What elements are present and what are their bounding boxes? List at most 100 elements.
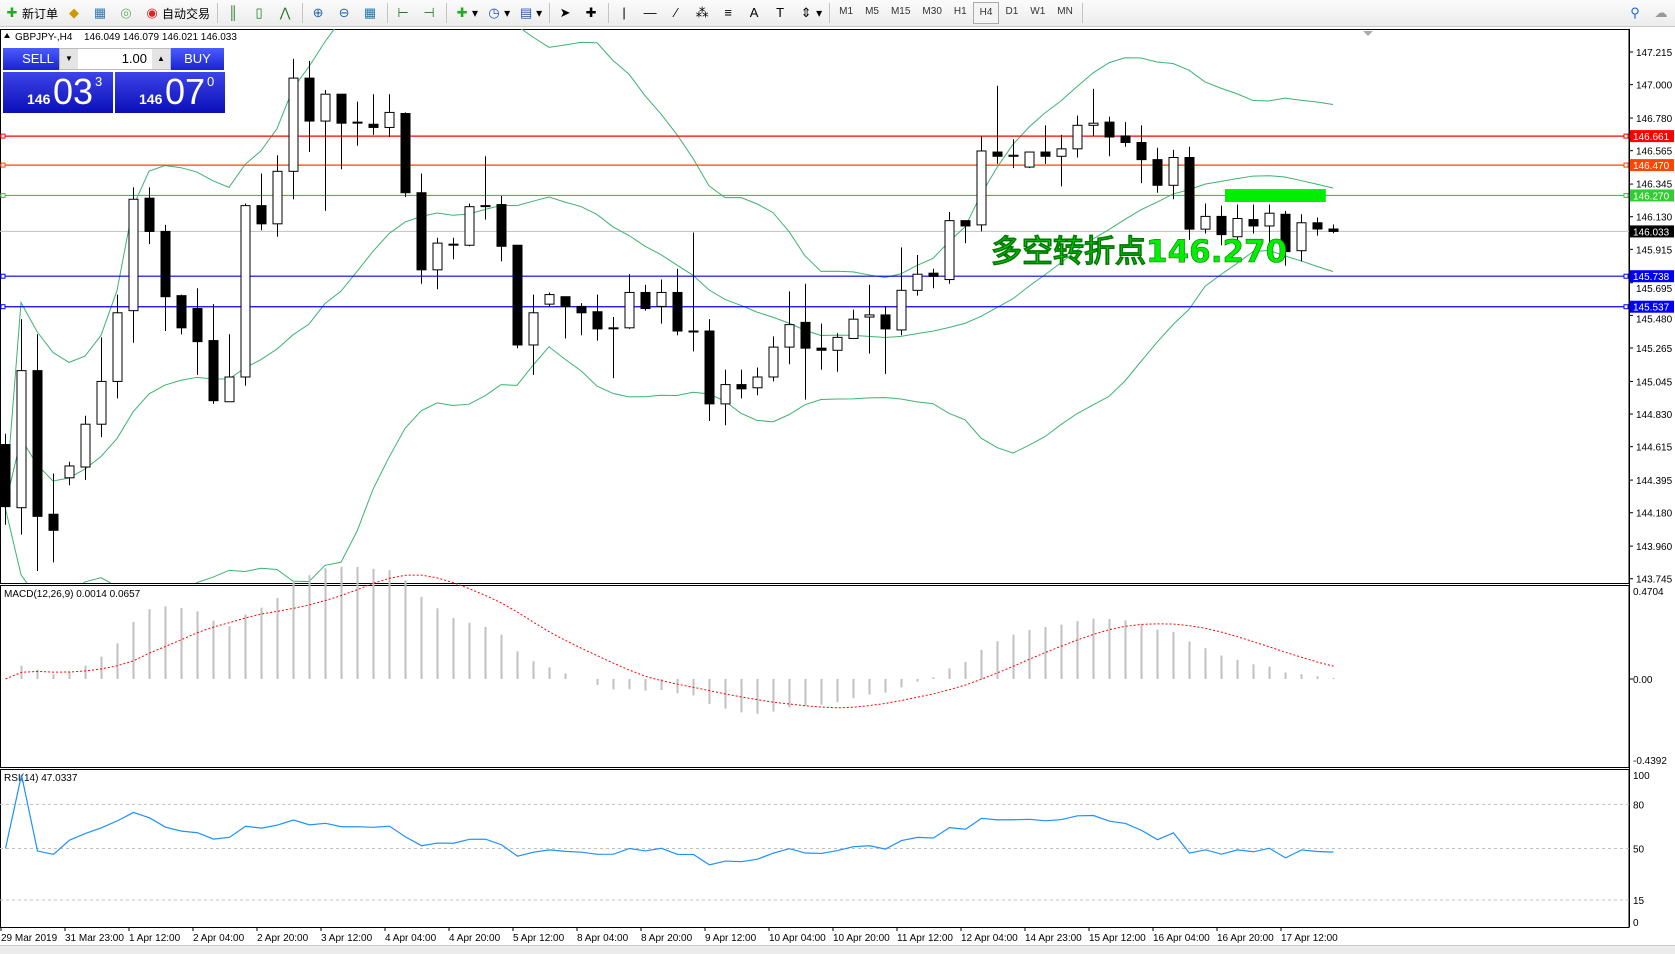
candle <box>304 60 315 153</box>
bar-chart-icon: ║ <box>228 5 238 20</box>
line-chart-button[interactable]: ⋀ <box>273 2 299 24</box>
candle <box>624 274 635 329</box>
navigator-button[interactable]: ▦ <box>88 2 114 24</box>
indicators-button[interactable]: ✚ ▾ <box>450 2 482 24</box>
candle <box>224 334 235 403</box>
candle <box>736 369 747 399</box>
candle <box>480 156 491 220</box>
templates-button[interactable]: ▤ ▾ <box>519 5 543 20</box>
time-label: 3 Apr 12:00 <box>321 933 373 944</box>
sell-button[interactable]: SELL <box>3 48 73 70</box>
cursor-button[interactable]: ➤ <box>553 2 579 24</box>
price-label-badge <box>1630 300 1674 313</box>
candle <box>1088 88 1099 136</box>
zoom-in-button[interactable]: ⊕ <box>306 2 332 24</box>
trendline-button[interactable]: ∕ <box>664 2 690 24</box>
bollinger-middle-line <box>4 175 1334 507</box>
bullish-candle-body <box>464 206 475 246</box>
timeframe-m30[interactable]: M30 <box>922 6 942 17</box>
indicators-icon: ✚ <box>456 5 468 20</box>
bullish-candle-body <box>768 346 779 378</box>
text-button[interactable]: A <box>742 2 768 24</box>
candle <box>288 58 299 200</box>
bearish-candle-body <box>560 296 571 307</box>
tile-windows-button[interactable]: ▦ <box>358 2 384 24</box>
price-label-text: 145.537 <box>1633 303 1670 314</box>
buy-price-button[interactable]: 146 07 0 <box>115 72 225 113</box>
equidistant-channel-button[interactable]: ⁂ <box>690 2 716 24</box>
auto-scroll-button[interactable]: ⊢ <box>391 2 417 24</box>
sell-price-button[interactable]: 146 03 3 <box>3 72 113 113</box>
candle <box>576 303 587 336</box>
candle <box>384 94 395 138</box>
timeframe-m1[interactable]: M1 <box>839 6 854 17</box>
timeframe-w1[interactable]: W1 <box>1030 6 1046 17</box>
cursor-icon: ➤ <box>559 5 571 20</box>
lot-decrease-icon[interactable]: ▼ <box>60 49 78 69</box>
new-order-button[interactable]: ✚ 新订单 <box>0 2 62 24</box>
arrows-button[interactable]: ⇕ ▾ <box>794 2 826 24</box>
text-label-button[interactable]: T <box>768 2 794 24</box>
chart-window[interactable]: GBPJPY-,H4 146.049 146.079 146.021 146.03… <box>0 27 1675 945</box>
market-watch-button[interactable]: ◆ <box>62 2 88 24</box>
auto-trading-icon: ◉ <box>146 5 158 20</box>
bullish-candle-body <box>384 111 395 128</box>
auto-trading-button[interactable]: ◉ 自动交易 <box>140 2 214 24</box>
bullish-candle-body <box>1200 215 1211 230</box>
bullish-candle-body <box>1072 124 1083 150</box>
time-label: 29 Mar 2019 <box>1 933 58 944</box>
bearish-candle-body <box>512 244 523 346</box>
timeframe-mn[interactable]: MN <box>1057 6 1073 17</box>
candle <box>1152 147 1163 193</box>
chat-button[interactable]: ☁ <box>1649 2 1675 24</box>
symbol-label: GBPJPY-,H4 <box>15 32 73 43</box>
candle <box>976 135 987 232</box>
bearish-candle-body <box>496 204 507 247</box>
timeframe-h4[interactable]: H4 <box>972 2 1000 24</box>
timeframe-d1[interactable]: D1 <box>1005 6 1019 17</box>
candle <box>112 294 123 399</box>
candle <box>144 187 155 245</box>
bullish-candle-body <box>80 423 91 468</box>
lot-size-value[interactable]: 1.00 <box>121 51 147 66</box>
vertical-line-button[interactable]: | <box>612 2 638 24</box>
crosshair-icon: ✚ <box>585 5 597 20</box>
lot-size-field[interactable]: ▼ 1.00 ▲ <box>59 48 171 70</box>
pivot-annotation-text: 多空转折点146.270 <box>991 234 1287 270</box>
bearish-candle-body <box>672 291 683 332</box>
signals-button[interactable]: ◎ <box>114 2 140 24</box>
horizontal-line-button[interactable]: — <box>638 2 664 24</box>
timeframe-m15[interactable]: M15 <box>890 6 911 17</box>
candle <box>560 296 571 339</box>
price-tick-label: 144.615 <box>1636 443 1673 454</box>
zoom-out-button[interactable]: ⊖ <box>332 2 358 24</box>
auto-scroll-icon: ⊢ <box>397 5 409 20</box>
chart-shift-button[interactable]: ⊣ <box>417 2 443 24</box>
bearish-candle-body <box>400 112 411 194</box>
candle <box>1248 204 1259 234</box>
price-tick-label: 146.130 <box>1636 213 1673 224</box>
fibonacci-button[interactable]: ≡ <box>716 2 742 24</box>
price-tick-label: 145.480 <box>1636 315 1673 326</box>
candle <box>496 196 507 262</box>
bearish-candle-body <box>416 192 427 271</box>
bullish-candle-body <box>896 289 907 331</box>
timeframe-h1[interactable]: H1 <box>953 6 967 17</box>
bearish-candle-body <box>1152 159 1163 186</box>
bar-chart-button[interactable]: ║ <box>221 2 247 24</box>
price-label-badge <box>1630 270 1674 283</box>
crosshair-button[interactable]: ✚ <box>579 2 605 24</box>
periods-button[interactable]: ◷ ▾ <box>482 2 514 24</box>
lot-increase-icon[interactable]: ▲ <box>152 49 170 69</box>
candlestick-button[interactable]: ▯ <box>247 2 273 24</box>
timeframe-bar: M1 M5 M15 M30 H1 H4 D1 W1 MN <box>833 2 1079 24</box>
buy-button[interactable]: BUY <box>171 48 224 70</box>
timeframe-m5[interactable]: M5 <box>865 6 879 17</box>
bullish-candle-body <box>656 291 667 307</box>
bullish-candle-body <box>1088 122 1099 126</box>
bullish-candle-body <box>96 380 107 425</box>
candle <box>704 319 715 422</box>
search-button[interactable]: ⚲ <box>1623 2 1649 24</box>
bearish-candle-body <box>32 370 43 517</box>
template-icon: ▤ <box>519 5 533 20</box>
